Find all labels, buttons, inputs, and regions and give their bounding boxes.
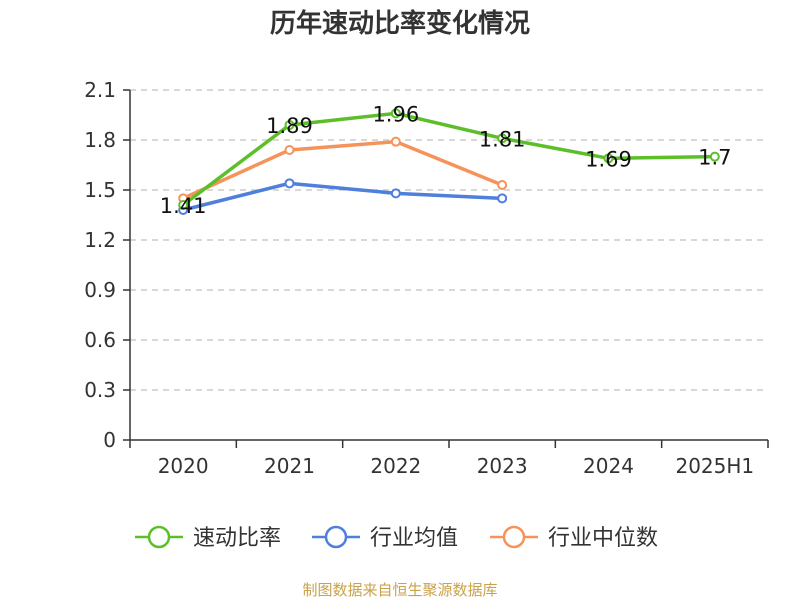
legend-label: 行业中位数	[548, 526, 658, 551]
data-label: 1.96	[372, 102, 419, 126]
data-point	[390, 108, 401, 119]
series-line	[182, 111, 715, 207]
y-tick-label: 1.5	[84, 178, 116, 202]
source-note: 制图数据来自恒生聚源数据库	[302, 581, 497, 599]
x-tick-label: 2021	[264, 454, 315, 478]
series-group: 1.41 1.89 1.96 1.81 1.69 1.7	[160, 102, 732, 218]
series-行业中位数	[178, 136, 508, 204]
legend-marker	[324, 525, 348, 549]
grid-lines	[130, 89, 768, 391]
data-point	[284, 120, 295, 130]
legend-item-行业均值[interactable]: 行业均值	[312, 525, 458, 551]
y-tick-label: 2.1	[84, 78, 116, 102]
data-point	[603, 153, 614, 164]
x-tick-label: 2023	[477, 454, 528, 478]
x-tick-label: 2022	[370, 454, 421, 478]
series-line	[182, 139, 503, 200]
series-速动比率: 1.41 1.89 1.96 1.81 1.69 1.7	[160, 102, 732, 218]
legend-marker	[502, 525, 526, 549]
data-point	[390, 188, 401, 199]
y-tick-label: 1.2	[84, 228, 116, 252]
data-label: 1.69	[585, 147, 632, 171]
x-tick-label: 2020	[158, 454, 209, 478]
y-tick-label: 0.9	[84, 278, 116, 302]
chart-title: 历年速动比率变化情况	[270, 8, 530, 39]
series-line	[182, 181, 503, 212]
data-point	[284, 145, 295, 155]
x-tick-label: 2024	[583, 454, 634, 478]
legend-label: 行业均值	[370, 526, 458, 551]
data-label: 1.7	[698, 146, 731, 170]
data-label: 1.89	[266, 114, 313, 138]
data-point	[390, 136, 401, 147]
legend-marker	[147, 525, 171, 549]
data-label: 1.41	[160, 194, 207, 218]
data-point	[709, 151, 720, 162]
x-tick-label: 2025H1	[675, 454, 754, 478]
legend-label: 速动比率	[193, 526, 281, 551]
legend-item-行业中位数[interactable]: 行业中位数	[490, 525, 658, 551]
x-axis: 2020 2021 2022 2023 2024 2025H1	[129, 439, 769, 478]
y-tick-label: 1.8	[84, 128, 116, 152]
data-point	[497, 133, 508, 144]
series-行业均值	[178, 178, 508, 215]
data-point	[497, 193, 508, 204]
legend-item-速动比率[interactable]: 速动比率	[135, 525, 281, 551]
y-tick-label: 0	[103, 428, 116, 452]
y-axis: 0 0.3 0.6 0.9 1.2 1.5 1.8 2.1	[84, 78, 131, 452]
data-point	[497, 180, 508, 190]
y-tick-label: 0.6	[84, 328, 116, 352]
data-point	[284, 178, 295, 189]
y-tick-label: 0.3	[84, 378, 116, 402]
legend[interactable]: 速动比率 行业均值 行业中位数	[135, 525, 658, 551]
data-label: 1.81	[479, 127, 526, 151]
data-point	[178, 200, 189, 210]
